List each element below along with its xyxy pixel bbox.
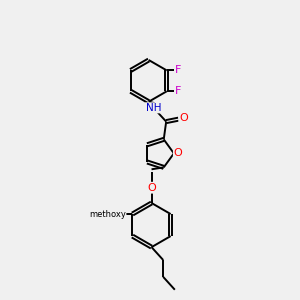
Text: O: O [147,183,156,193]
Text: O: O [174,148,183,158]
Text: methoxy: methoxy [109,206,115,207]
Text: methoxy: methoxy [109,213,115,214]
Text: O: O [114,209,123,219]
Text: NH: NH [146,103,161,113]
Text: methoxy: methoxy [89,209,126,218]
Text: methoxy: methoxy [105,213,111,214]
Text: methoxy: methoxy [104,213,110,214]
Text: O: O [110,209,118,219]
Text: O: O [179,112,188,123]
Text: methoxy: methoxy [100,213,106,215]
Text: F: F [175,65,182,75]
Text: F: F [175,86,182,96]
